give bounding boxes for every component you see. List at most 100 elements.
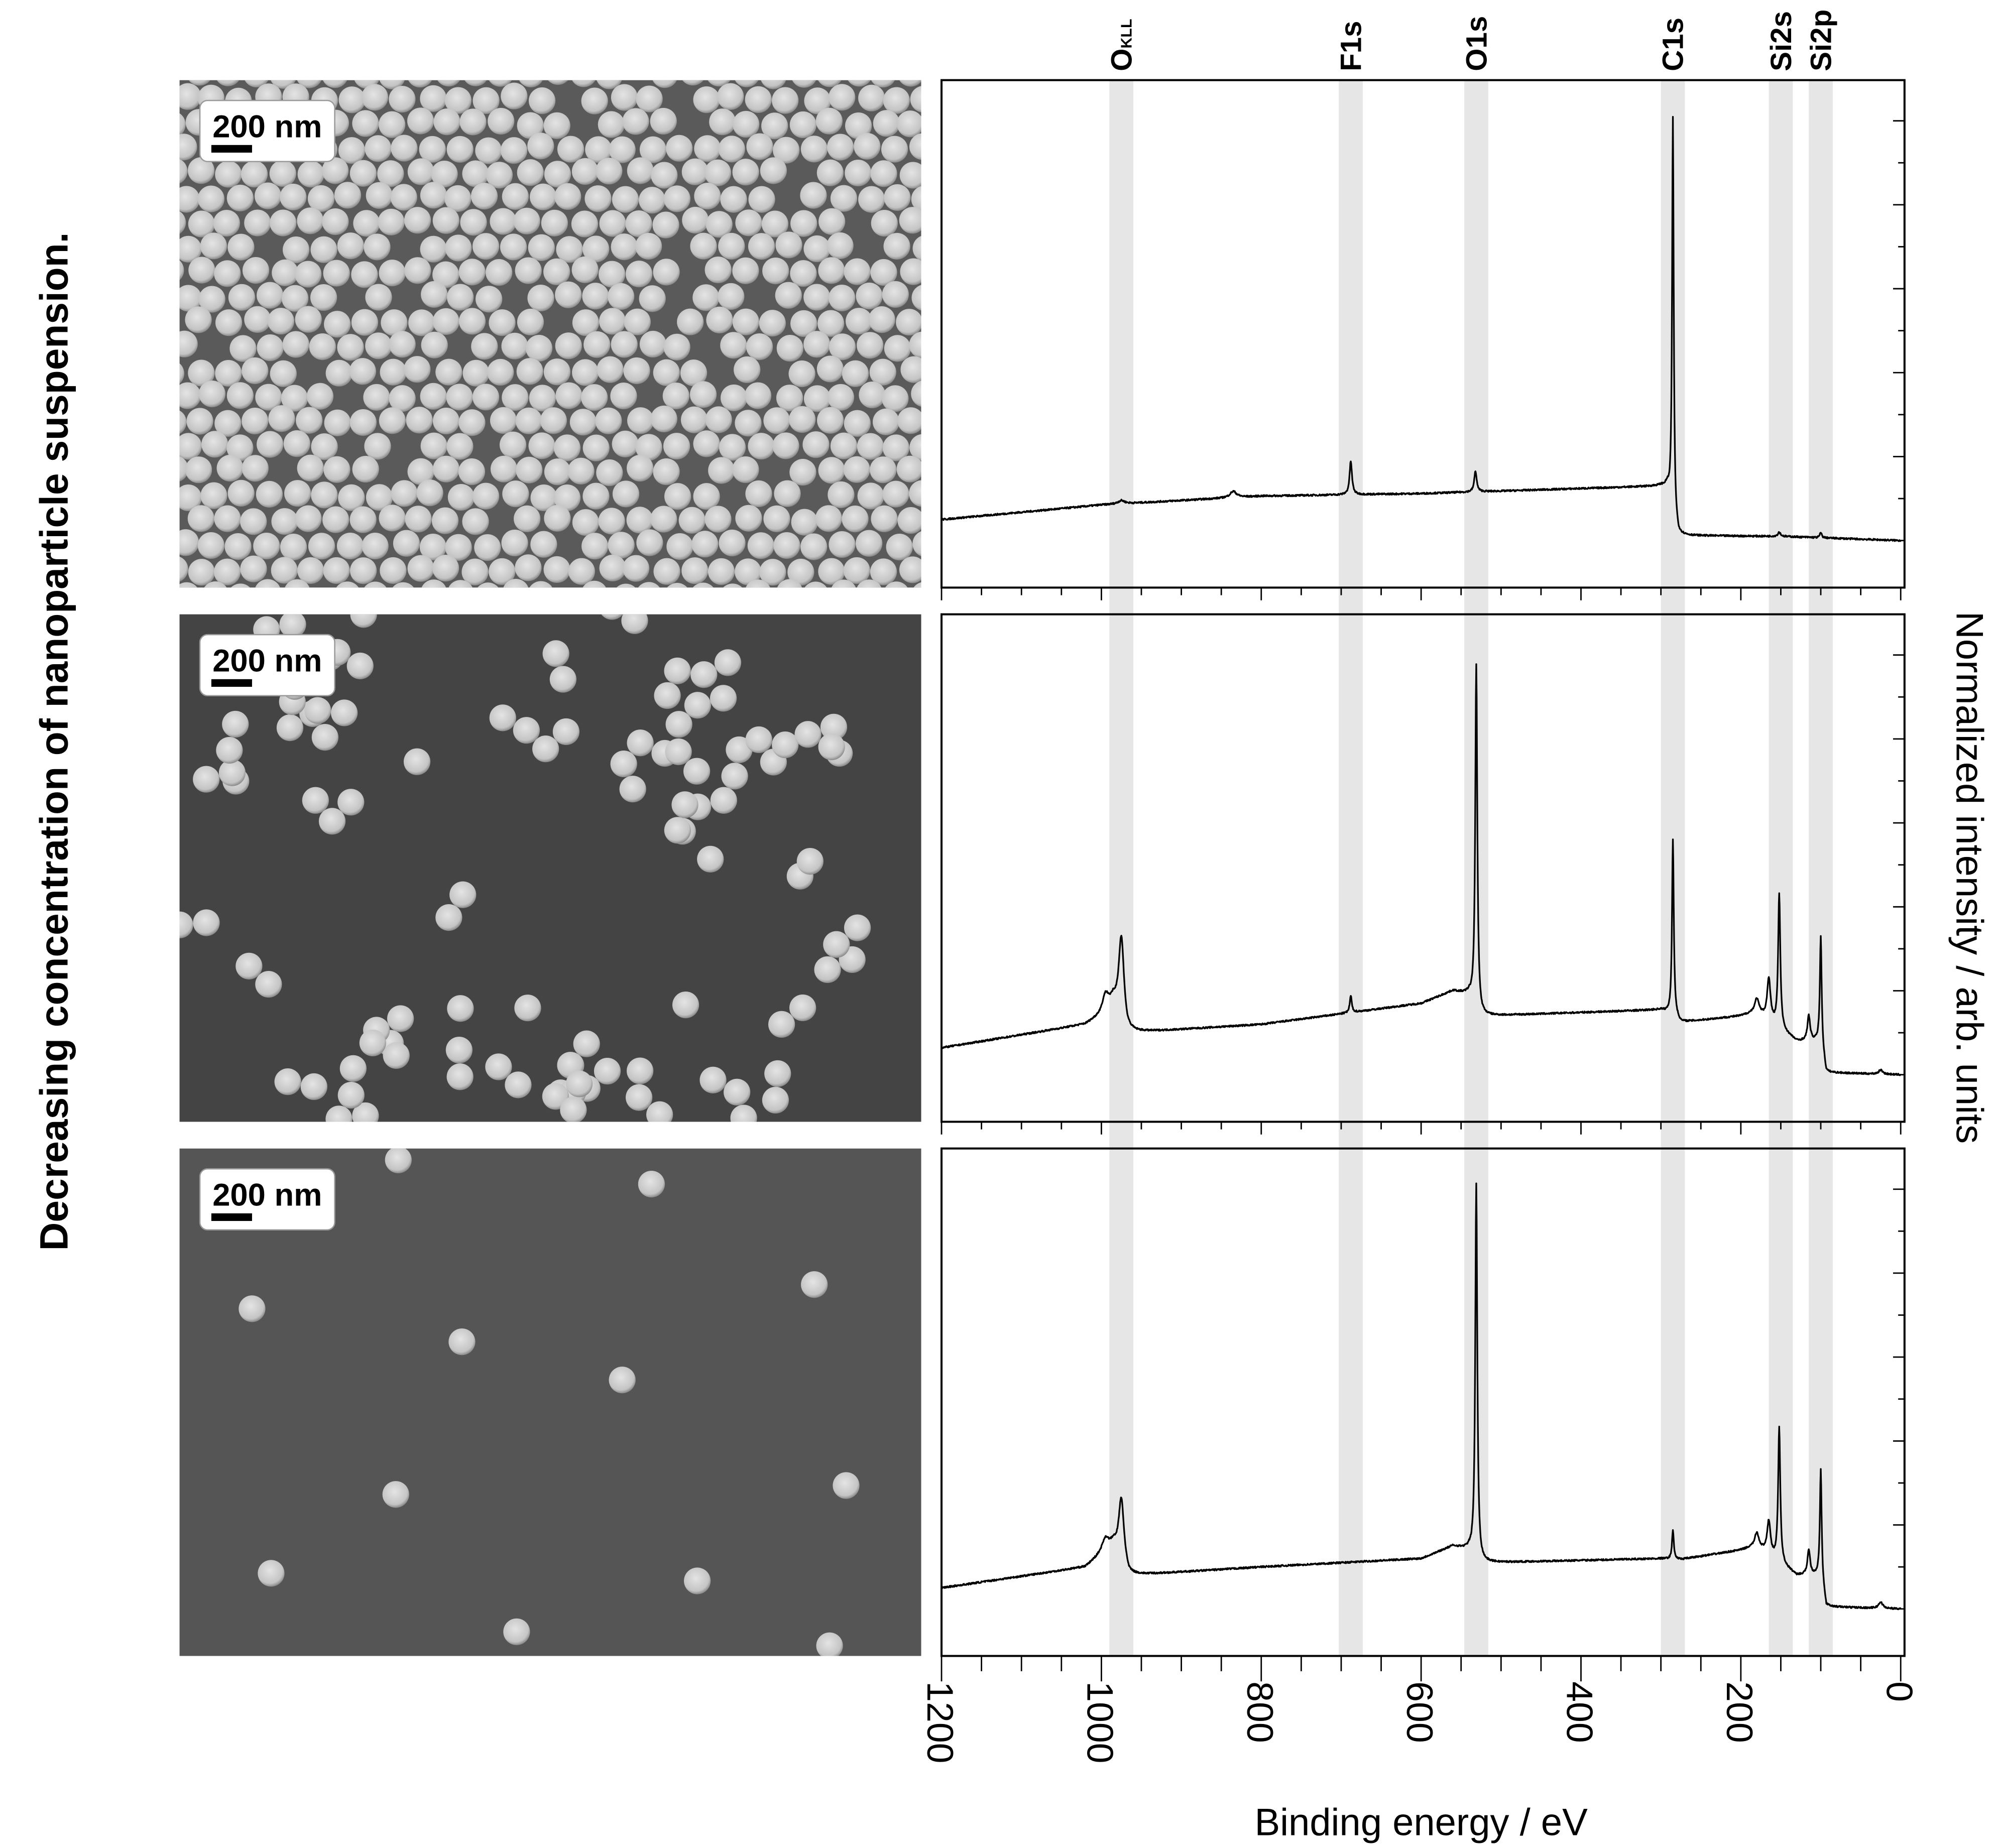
nanoparticle (789, 459, 816, 486)
nanoparticle (336, 532, 364, 560)
nanoparticle (230, 583, 250, 588)
nanoparticle (501, 332, 528, 359)
nanoparticle (666, 533, 693, 560)
nanoparticle (304, 697, 331, 724)
nanoparticle (421, 579, 446, 588)
nanoparticle (516, 456, 543, 483)
nanoparticle (517, 112, 544, 139)
nanoparticle (909, 480, 921, 507)
nanoparticle (540, 407, 567, 434)
nanoparticle (714, 649, 742, 676)
nanoparticle (596, 459, 623, 486)
nanoparticle (882, 385, 909, 412)
nanoparticle (255, 384, 282, 411)
spectrum-line (941, 663, 1902, 1076)
nanoparticle (708, 558, 735, 585)
nanoparticle (597, 356, 624, 383)
nanoparticle (681, 557, 709, 584)
nanoparticle (624, 308, 651, 335)
nanoparticle (445, 1036, 473, 1064)
nanoparticle (485, 1053, 512, 1080)
nanoparticle (281, 285, 309, 312)
nanoparticle (680, 406, 708, 433)
nanoparticle (599, 210, 626, 237)
nanoparticle (325, 1105, 353, 1122)
nanoparticle (555, 332, 582, 359)
nanoparticle (868, 306, 895, 333)
nanoparticle (179, 330, 198, 357)
nanoparticle (572, 80, 596, 87)
nanoparticle (815, 505, 842, 532)
nanoparticle (857, 482, 884, 510)
nanoparticle (297, 207, 324, 234)
nanoparticle (549, 666, 576, 693)
nanoparticle (419, 534, 447, 561)
nanoparticle (432, 407, 460, 435)
nanoparticle (691, 531, 719, 558)
nanoparticle (389, 385, 416, 412)
nanoparticle (448, 1328, 476, 1356)
nanoparticle (544, 505, 571, 532)
nanoparticle (553, 484, 581, 512)
nanoparticle (721, 763, 748, 790)
nanoparticle (572, 509, 600, 536)
nanoparticle (547, 80, 568, 85)
nanoparticle (830, 185, 858, 212)
band-label: OKLL (1106, 19, 1138, 71)
nanoparticle (179, 556, 188, 582)
nanoparticle (307, 185, 335, 212)
nanoparticle (638, 1170, 665, 1198)
nanoparticle (489, 80, 512, 87)
nanoparticle (515, 407, 542, 434)
nanoparticle (732, 308, 759, 335)
nanoparticle (815, 107, 843, 135)
nanoparticle (636, 529, 663, 556)
nanoparticle (240, 508, 267, 535)
nanoparticle (555, 281, 582, 308)
spectrum-line (941, 1182, 1902, 1611)
nanoparticle (486, 162, 513, 189)
nanoparticle (571, 256, 599, 283)
nanoparticle (310, 284, 337, 311)
spectrum-panel-3 (941, 1147, 1906, 1682)
nanoparticle (280, 183, 307, 211)
nanoparticle (179, 410, 187, 434)
nanoparticle (829, 333, 856, 360)
nanoparticle (664, 483, 691, 510)
nanoparticle (626, 507, 653, 534)
nanoparticle (635, 232, 662, 260)
nanoparticle (296, 407, 323, 434)
nanoparticle (777, 579, 802, 588)
nanoparticle (625, 210, 652, 237)
nanoparticle (719, 529, 746, 557)
nanoparticle (362, 532, 389, 560)
nanoparticle (663, 433, 690, 460)
nanoparticle (432, 555, 459, 582)
nanoparticle (829, 84, 856, 111)
nanoparticle (609, 1367, 636, 1394)
nanoparticle (897, 407, 921, 434)
nanoparticle (775, 282, 802, 309)
nanoparticle (820, 713, 848, 741)
nanoparticle (746, 133, 773, 160)
nanoparticle (909, 434, 921, 461)
nanoparticle (705, 506, 732, 533)
nanoparticle (639, 330, 667, 358)
nanoparticle (596, 158, 623, 185)
nanoparticle (323, 260, 350, 287)
nanoparticle (404, 356, 431, 383)
nanoparticle (462, 508, 489, 535)
scale-bar-label: 200 nm (212, 1178, 322, 1213)
nanoparticle (639, 136, 667, 163)
nanoparticle (349, 409, 377, 436)
nanoparticle (224, 533, 252, 560)
nanoparticle (818, 558, 845, 585)
nanoparticle (297, 161, 324, 188)
nanoparticle (708, 457, 735, 484)
spectrum-panel-2 (941, 613, 1906, 1135)
nanoparticle (179, 285, 202, 312)
nanoparticle (748, 186, 775, 213)
nanoparticle (870, 160, 897, 187)
nanoparticle (403, 748, 431, 775)
nanoparticle (322, 157, 349, 184)
